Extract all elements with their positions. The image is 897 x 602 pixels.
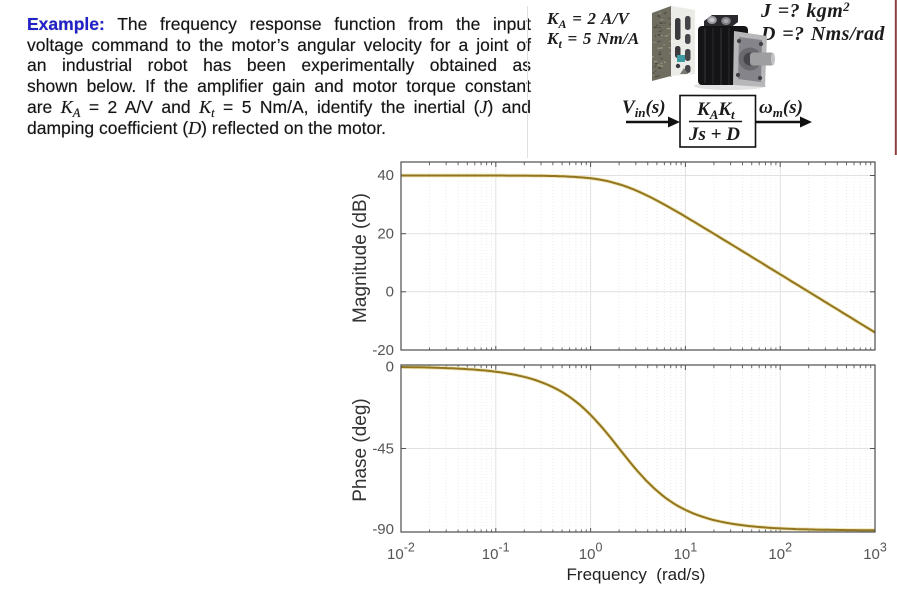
- svg-text:10-2: 10-2: [387, 541, 415, 564]
- svg-text:20: 20: [377, 226, 394, 243]
- svg-text:Js + D: Js + D: [688, 124, 740, 145]
- svg-text:-20: -20: [372, 342, 394, 359]
- svg-text:KAKt: KAKt: [696, 99, 735, 122]
- svg-text:-90: -90: [372, 521, 394, 538]
- svg-text:10-1: 10-1: [482, 541, 510, 564]
- svg-text:Phase (deg): Phase (deg): [350, 398, 371, 502]
- svg-text:100: 100: [579, 541, 603, 564]
- svg-text:Vin(s): Vin(s): [622, 97, 666, 120]
- svg-text:0: 0: [386, 284, 394, 301]
- svg-text:40: 40: [377, 167, 394, 184]
- svg-text:0: 0: [386, 359, 394, 376]
- svg-text:102: 102: [768, 541, 792, 564]
- svg-text:Magnitude (dB): Magnitude (dB): [350, 193, 371, 323]
- svg-text:-45: -45: [372, 441, 394, 458]
- svg-text:ωm(s): ωm(s): [759, 97, 803, 120]
- svg-text:103: 103: [863, 541, 887, 564]
- svg-text:101: 101: [674, 541, 698, 564]
- svg-text:Frequency (rad/s): Frequency (rad/s): [567, 565, 706, 584]
